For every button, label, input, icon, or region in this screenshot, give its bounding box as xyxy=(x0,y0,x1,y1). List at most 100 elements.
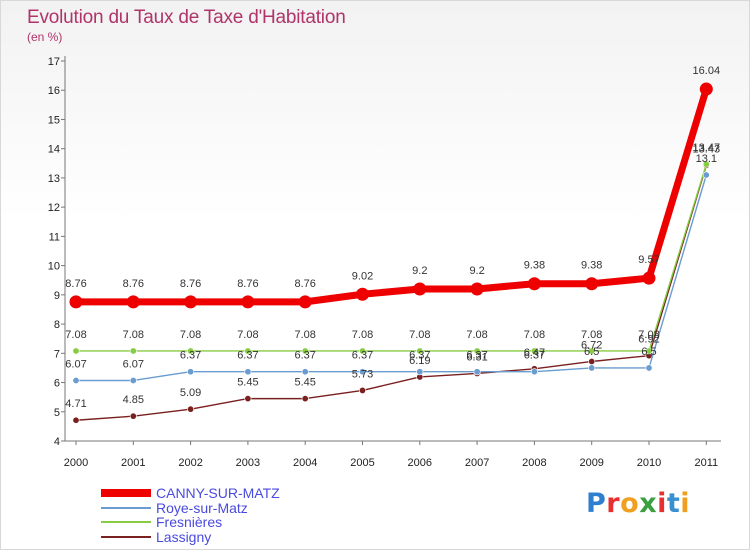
series-point-2 xyxy=(645,347,653,355)
series-point-1 xyxy=(588,364,596,372)
data-label-0: 9.02 xyxy=(352,270,373,282)
y-tick-label: 11 xyxy=(49,231,60,243)
data-label-0: 9.38 xyxy=(524,260,545,272)
legend-label-fresnieres: Fresnières xyxy=(156,514,223,530)
series-point-2 xyxy=(473,347,481,355)
y-tick-label: 14 xyxy=(48,144,60,156)
series-point-2 xyxy=(244,347,252,355)
x-tick-label: 2008 xyxy=(522,457,546,469)
data-label-0: 16.04 xyxy=(693,65,721,77)
series-point-0 xyxy=(470,282,484,296)
data-label-3: 6.72 xyxy=(581,339,602,351)
logo-letter: o xyxy=(620,488,640,519)
data-label-3: 4.85 xyxy=(123,394,144,406)
data-label-0: 8.76 xyxy=(123,278,144,290)
data-label-2: 7.08 xyxy=(524,329,545,341)
y-tick-label: 17 xyxy=(48,56,60,68)
y-tick-label: 8 xyxy=(54,319,60,331)
logo-letter: P xyxy=(586,488,607,519)
series-point-0 xyxy=(356,287,369,301)
legend-swatch-lassigny xyxy=(101,535,151,538)
data-label-2: 7.08 xyxy=(65,329,86,341)
data-label-2: 7.08 xyxy=(237,329,258,341)
y-tick-label: 13 xyxy=(48,173,60,185)
data-label-2: 7.08 xyxy=(409,329,430,341)
data-label-0: 8.76 xyxy=(65,278,86,290)
data-label-2: 7.08 xyxy=(581,329,602,341)
logo-letter: i xyxy=(680,488,691,519)
series-point-2 xyxy=(530,347,538,355)
data-label-3: 6.92 xyxy=(638,334,659,346)
data-label-1: 6.37 xyxy=(294,350,315,362)
x-tick-label: 2002 xyxy=(178,457,202,469)
series-line-0 xyxy=(76,88,710,306)
x-tick-label: 2011 xyxy=(694,457,718,469)
data-label-2: 7.08 xyxy=(180,329,201,341)
series-point-2 xyxy=(301,347,309,355)
data-label-1: 6.5 xyxy=(584,346,599,358)
data-label-0: 8.76 xyxy=(237,278,258,290)
legend-swatch-canny xyxy=(101,489,151,497)
series-point-3 xyxy=(358,386,366,394)
data-label-2: 7.08 xyxy=(466,329,487,341)
series-point-2 xyxy=(702,160,710,168)
data-label-1: 13.1 xyxy=(696,153,717,165)
data-label-2: 7.08 xyxy=(638,329,659,341)
y-tick-label: 10 xyxy=(48,261,60,273)
data-label-0: 9.2 xyxy=(412,265,427,277)
data-label-1: 6.07 xyxy=(65,358,86,370)
data-label-1: 6.37 xyxy=(466,350,487,362)
series-point-1 xyxy=(301,368,309,376)
data-label-0: 8.76 xyxy=(180,278,201,290)
data-label-3: 5.09 xyxy=(180,387,201,399)
series-point-1 xyxy=(530,368,538,376)
y-tick-label: 16 xyxy=(48,85,60,97)
series-point-2 xyxy=(358,347,366,355)
legend-swatch-fresnieres xyxy=(101,521,151,523)
series-point-0 xyxy=(298,295,312,309)
logo-letter: i xyxy=(657,488,667,519)
series-point-1 xyxy=(473,368,481,376)
series-point-1 xyxy=(72,376,80,384)
series-point-2 xyxy=(588,347,596,355)
chart-title: Evolution du Taux de Taxe d'Habitation xyxy=(27,7,346,28)
data-label-3: 5.45 xyxy=(294,377,315,389)
series-point-0 xyxy=(241,295,255,309)
series-point-1 xyxy=(187,368,195,376)
legend-label-roye: Roye-sur-Matz xyxy=(156,499,248,516)
y-tick-label: 15 xyxy=(48,114,60,126)
series-point-1 xyxy=(129,376,137,384)
series-point-0 xyxy=(699,82,713,96)
data-label-3: 5.45 xyxy=(237,377,258,389)
y-tick-label: 12 xyxy=(48,202,60,214)
data-label-1: 6.37 xyxy=(180,350,201,362)
series-point-0 xyxy=(413,282,427,296)
data-label-3: 13.43 xyxy=(693,143,721,155)
data-label-1: 6.37 xyxy=(409,350,430,362)
legend-label-canny: CANNY-SUR-MATZ xyxy=(156,485,280,501)
series-point-3 xyxy=(244,395,252,403)
series-point-0 xyxy=(585,277,599,291)
series-point-0 xyxy=(69,295,83,309)
x-tick-label: 2005 xyxy=(350,457,374,469)
series-point-0 xyxy=(527,277,541,291)
y-tick-label: 7 xyxy=(54,348,60,360)
logo-letter: t xyxy=(666,488,681,519)
data-label-0: 9.2 xyxy=(469,265,484,277)
data-label-1: 6.5 xyxy=(641,346,656,358)
data-label-1: 6.37 xyxy=(352,350,373,362)
legend-label-lassigny: Lassigny xyxy=(156,528,212,545)
data-label-0: 9.57 xyxy=(638,254,659,266)
series-point-1 xyxy=(358,368,366,376)
data-label-3: 6.19 xyxy=(409,355,430,367)
x-tick-label: 2001 xyxy=(121,457,145,469)
y-tick-label: 4 xyxy=(54,436,60,448)
data-label-3: 6.31 xyxy=(466,351,487,363)
data-label-0: 9.38 xyxy=(581,260,602,272)
data-label-2: 13.47 xyxy=(693,142,721,154)
series-point-1 xyxy=(244,368,252,376)
x-tick-label: 2000 xyxy=(64,457,88,469)
x-tick-label: 2006 xyxy=(408,457,432,469)
